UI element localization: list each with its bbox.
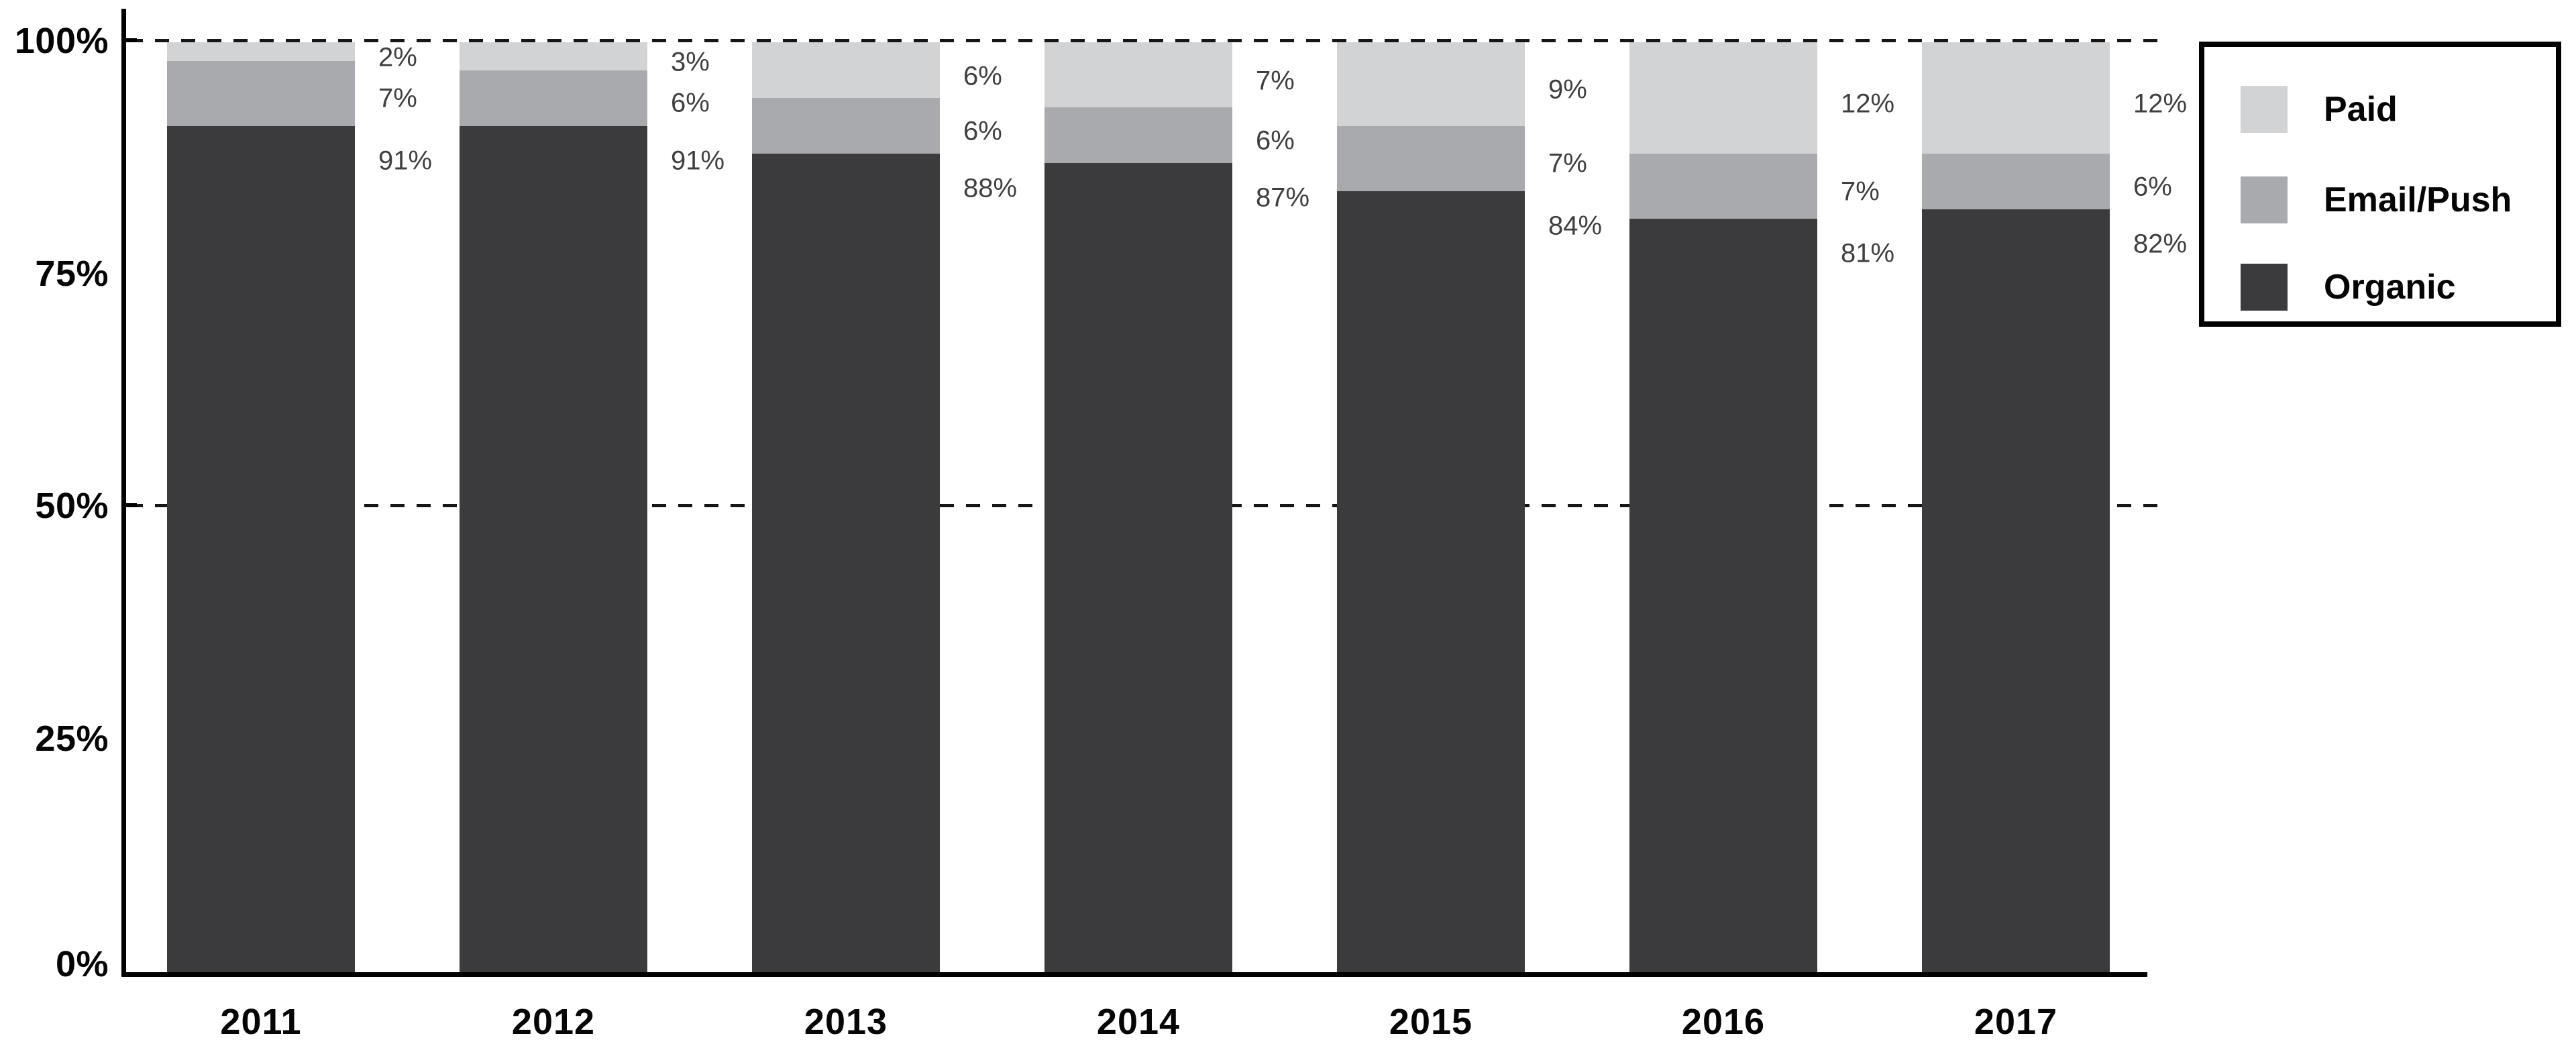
bar-2014 xyxy=(1044,0,1232,1046)
y-tick-mark-100 xyxy=(126,38,137,42)
value-label-organic-2015: 84% xyxy=(1548,211,1603,241)
bar-segment-email-push-2017 xyxy=(1922,154,2110,210)
bar-2017 xyxy=(1922,0,2110,1046)
y-tick-label-75: 75% xyxy=(35,253,109,294)
value-label-email-push-2015: 7% xyxy=(1548,148,1587,178)
value-label-organic-2013: 88% xyxy=(963,173,1018,203)
value-label-email-push-2017: 6% xyxy=(2133,172,2172,202)
value-label-organic-2014: 87% xyxy=(1256,182,1310,213)
bar-segment-paid-2013 xyxy=(752,42,940,99)
bar-segment-organic-2017 xyxy=(1922,209,2110,972)
x-tick-label-2015: 2015 xyxy=(1389,1002,1473,1042)
y-tick-label-100: 100% xyxy=(14,21,109,61)
value-label-organic-2012: 91% xyxy=(671,146,725,176)
y-tick-mark-50 xyxy=(126,503,137,507)
bar-segment-paid-2011 xyxy=(167,42,355,61)
legend-item-email-push: Email/Push xyxy=(2204,176,2556,223)
bar-segment-email-push-2014 xyxy=(1044,107,1232,164)
legend: Paid Email/Push Organic xyxy=(2199,42,2561,327)
legend-item-paid: Paid xyxy=(2204,86,2556,133)
value-label-paid-2016: 12% xyxy=(1841,89,1895,119)
bar-segment-organic-2011 xyxy=(167,125,355,972)
legend-label-paid: Paid xyxy=(2324,90,2398,129)
value-label-email-push-2011: 7% xyxy=(378,83,417,113)
x-tick-label-2012: 2012 xyxy=(511,1002,596,1042)
bar-segment-organic-2014 xyxy=(1044,163,1232,972)
bar-segment-email-push-2011 xyxy=(167,60,355,126)
bar-2016 xyxy=(1629,0,1817,1046)
bar-segment-organic-2013 xyxy=(752,154,940,972)
value-label-paid-2017: 12% xyxy=(2133,89,2188,119)
bar-segment-paid-2017 xyxy=(1922,42,2110,154)
y-tick-label-0: 0% xyxy=(55,944,109,984)
bar-segment-organic-2012 xyxy=(460,125,647,972)
bar-segment-email-push-2016 xyxy=(1629,154,1817,219)
y-tick-label-50: 50% xyxy=(35,486,109,526)
legend-swatch-organic xyxy=(2241,264,2288,311)
bar-segment-email-push-2015 xyxy=(1337,125,1525,191)
value-label-paid-2012: 3% xyxy=(671,47,710,77)
bar-segment-paid-2012 xyxy=(460,42,647,70)
bar-2013 xyxy=(752,0,940,1046)
legend-item-organic: Organic xyxy=(2204,264,2556,311)
x-tick-label-2011: 2011 xyxy=(220,1002,302,1042)
bar-segment-paid-2016 xyxy=(1629,42,1817,154)
value-label-organic-2017: 82% xyxy=(2133,229,2188,259)
bar-segment-paid-2014 xyxy=(1044,42,1232,108)
value-label-organic-2011: 91% xyxy=(378,146,433,176)
x-tick-label-2014: 2014 xyxy=(1096,1002,1181,1042)
bar-segment-paid-2015 xyxy=(1337,42,1525,126)
legend-label-email-push: Email/Push xyxy=(2324,180,2512,219)
value-label-email-push-2012: 6% xyxy=(671,88,710,118)
value-label-organic-2016: 81% xyxy=(1841,238,1895,268)
value-label-paid-2011: 2% xyxy=(378,42,417,72)
bar-2015 xyxy=(1337,0,1525,1046)
bar-segment-email-push-2012 xyxy=(460,70,647,126)
value-label-email-push-2014: 6% xyxy=(1256,125,1295,156)
bar-2011 xyxy=(167,0,355,1046)
legend-label-organic: Organic xyxy=(2324,268,2456,307)
x-axis xyxy=(121,972,2147,977)
gridline-100 xyxy=(129,39,2168,42)
value-label-email-push-2013: 6% xyxy=(963,116,1002,146)
y-axis xyxy=(121,9,126,977)
bar-segment-organic-2016 xyxy=(1629,219,1817,972)
x-tick-label-2013: 2013 xyxy=(804,1002,888,1042)
value-label-paid-2015: 9% xyxy=(1548,74,1587,105)
x-tick-label-2016: 2016 xyxy=(1681,1002,1766,1042)
value-label-paid-2013: 6% xyxy=(963,61,1002,91)
value-label-email-push-2016: 7% xyxy=(1841,176,1880,207)
legend-swatch-email-push xyxy=(2241,176,2288,223)
value-label-paid-2014: 7% xyxy=(1256,66,1295,95)
bar-2012 xyxy=(460,0,647,1046)
legend-swatch-paid xyxy=(2241,86,2288,133)
bar-segment-email-push-2013 xyxy=(752,98,940,154)
x-tick-label-2017: 2017 xyxy=(1974,1002,2058,1042)
y-tick-label-25: 25% xyxy=(35,718,109,759)
bar-segment-organic-2015 xyxy=(1337,191,1525,972)
